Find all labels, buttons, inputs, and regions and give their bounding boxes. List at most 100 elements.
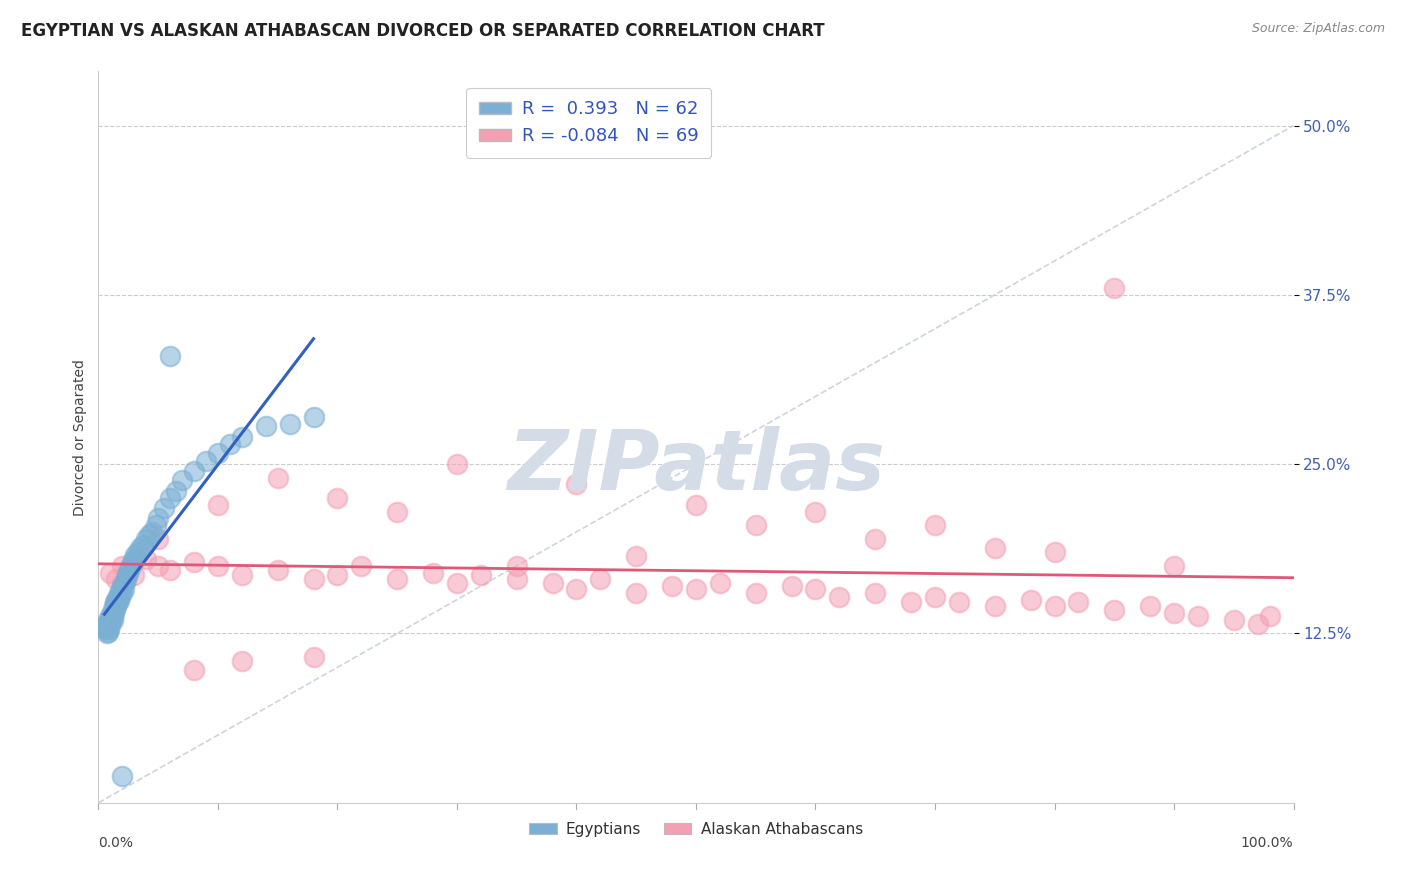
- Point: [103, 599, 125, 614]
- Point: [219, 437, 242, 451]
- Point: [101, 603, 124, 617]
- Point: [172, 474, 194, 488]
- Point: [506, 558, 529, 573]
- Point: [745, 586, 768, 600]
- Point: [183, 555, 205, 569]
- Point: [804, 505, 827, 519]
- Point: [984, 541, 1007, 556]
- Text: 100.0%: 100.0%: [1241, 836, 1294, 850]
- Point: [1223, 613, 1246, 627]
- Point: [745, 518, 768, 533]
- Text: Source: ZipAtlas.com: Source: ZipAtlas.com: [1251, 22, 1385, 36]
- Point: [267, 471, 290, 485]
- Point: [302, 409, 325, 424]
- Point: [93, 620, 115, 634]
- Point: [709, 576, 731, 591]
- Point: [120, 558, 142, 573]
- Point: [207, 498, 229, 512]
- Point: [98, 608, 122, 623]
- Point: [110, 582, 132, 596]
- Point: [924, 518, 946, 533]
- Point: [626, 549, 648, 564]
- Point: [207, 446, 229, 460]
- Point: [165, 484, 187, 499]
- Point: [159, 563, 181, 577]
- Point: [97, 613, 120, 627]
- Point: [100, 606, 122, 620]
- Point: [148, 511, 170, 525]
- Point: [948, 595, 970, 609]
- Point: [506, 572, 529, 586]
- Point: [111, 576, 134, 591]
- Point: [1139, 599, 1161, 614]
- Point: [254, 419, 277, 434]
- Point: [121, 555, 143, 569]
- Point: [96, 626, 118, 640]
- Point: [900, 595, 922, 609]
- Point: [565, 582, 588, 596]
- Point: [231, 430, 253, 444]
- Point: [101, 608, 124, 623]
- Point: [101, 613, 124, 627]
- Point: [135, 532, 157, 546]
- Y-axis label: Divorced or Separated: Divorced or Separated: [73, 359, 87, 516]
- Point: [924, 590, 946, 604]
- Point: [865, 586, 887, 600]
- Point: [1043, 545, 1066, 559]
- Point: [231, 654, 253, 668]
- Point: [104, 602, 127, 616]
- Point: [124, 555, 146, 569]
- Point: [118, 563, 141, 577]
- Point: [94, 623, 117, 637]
- Point: [1163, 558, 1185, 573]
- Point: [98, 615, 121, 630]
- Point: [105, 572, 128, 586]
- Text: 0.0%: 0.0%: [98, 836, 134, 850]
- Point: [141, 524, 163, 539]
- Point: [124, 552, 146, 566]
- Point: [107, 586, 129, 600]
- Point: [107, 595, 129, 609]
- Point: [326, 491, 349, 505]
- Point: [804, 582, 827, 596]
- Point: [105, 599, 128, 614]
- Point: [1019, 592, 1042, 607]
- Point: [159, 349, 181, 363]
- Point: [115, 568, 138, 582]
- Point: [100, 611, 122, 625]
- Point: [278, 417, 301, 431]
- Point: [105, 592, 128, 607]
- Point: [135, 552, 157, 566]
- Point: [127, 545, 149, 559]
- Point: [326, 568, 349, 582]
- Point: [350, 558, 373, 573]
- Point: [111, 586, 134, 600]
- Point: [117, 563, 139, 577]
- Point: [446, 576, 468, 591]
- Point: [195, 454, 218, 468]
- Point: [183, 464, 205, 478]
- Point: [159, 491, 181, 505]
- Point: [1043, 599, 1066, 614]
- Point: [1104, 281, 1126, 295]
- Point: [98, 623, 121, 637]
- Point: [117, 566, 139, 580]
- Point: [865, 532, 887, 546]
- Point: [661, 579, 683, 593]
- Point: [111, 579, 134, 593]
- Point: [114, 574, 136, 589]
- Point: [984, 599, 1007, 614]
- Point: [124, 548, 146, 562]
- Point: [565, 477, 588, 491]
- Point: [98, 618, 122, 632]
- Point: [98, 566, 122, 580]
- Point: [780, 579, 803, 593]
- Point: [112, 582, 135, 596]
- Point: [1104, 603, 1126, 617]
- Point: [207, 558, 229, 573]
- Point: [589, 572, 612, 586]
- Point: [129, 541, 152, 556]
- Point: [98, 615, 122, 629]
- Point: [131, 538, 153, 552]
- Point: [138, 527, 160, 541]
